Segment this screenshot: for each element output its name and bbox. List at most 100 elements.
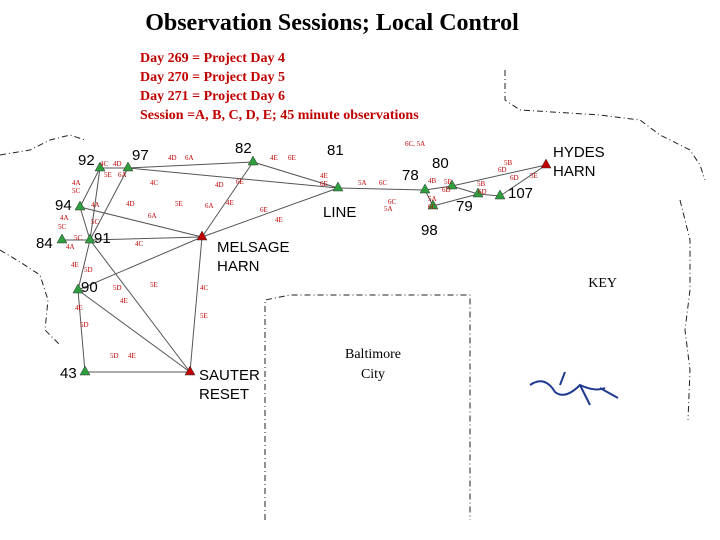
station-marker <box>184 365 196 376</box>
station-marker <box>74 200 86 211</box>
session-label: 4B <box>428 177 437 185</box>
session-label: 5B <box>504 159 513 167</box>
session-label: 4E <box>75 304 83 312</box>
session-label: 6D <box>478 188 487 196</box>
station-label: LINE <box>323 204 356 221</box>
session-label: 5A <box>358 179 367 187</box>
session-label: 4E <box>270 154 278 162</box>
survey-line <box>77 289 86 373</box>
session-label: 5E <box>150 281 158 289</box>
station-marker <box>540 158 552 169</box>
session-label: 4A <box>66 243 75 251</box>
station-label: 107 <box>508 185 533 202</box>
survey-line <box>89 236 203 241</box>
session-label: 5C <box>74 234 83 242</box>
session-label: 5B <box>477 180 486 188</box>
station-label: 79 <box>456 198 473 215</box>
station-label: HARN <box>217 258 260 275</box>
survey-line <box>77 239 91 291</box>
session-label: 5E <box>200 312 208 320</box>
station-label: 97 <box>132 147 149 164</box>
station-marker <box>72 283 84 294</box>
day-line: Day 270 = Project Day 5 <box>140 70 285 85</box>
session-label: 6E <box>288 154 296 162</box>
survey-line <box>79 167 101 208</box>
station-marker <box>84 233 96 244</box>
session-label: 5C <box>72 187 81 195</box>
border <box>504 70 706 181</box>
survey-line <box>201 161 254 238</box>
survey-line <box>201 187 339 238</box>
station-label: 82 <box>235 140 252 157</box>
session-label: 4E <box>120 297 128 305</box>
session-label: 6E <box>236 178 244 186</box>
map-borders <box>0 70 706 520</box>
station-label: 43 <box>60 365 77 382</box>
survey-line <box>252 161 339 189</box>
station-marker <box>332 181 344 192</box>
station-label: 81 <box>327 142 344 159</box>
session-label: 5A <box>384 205 393 213</box>
survey-line <box>424 185 453 191</box>
session-label: 4E <box>71 261 79 269</box>
station-marker <box>122 161 134 172</box>
station-label: 91 <box>94 230 111 247</box>
station-marker <box>94 161 106 172</box>
station-marker <box>56 233 68 244</box>
session-label: 4E <box>275 216 283 224</box>
survey-line <box>89 167 101 241</box>
session-label: 4A <box>60 214 69 222</box>
session-label: 4C <box>100 160 109 168</box>
river <box>529 371 619 406</box>
city-label: City <box>361 367 385 382</box>
survey-line <box>79 206 91 241</box>
session-label: 4E <box>320 172 328 180</box>
session-label: 4D <box>215 181 224 189</box>
survey-line <box>451 164 547 187</box>
station-label: 90 <box>81 279 98 296</box>
day-line: Day 269 = Project Day 4 <box>140 51 285 66</box>
session-label: 6E <box>260 206 268 214</box>
session-label: 6A <box>148 212 157 220</box>
station-label: 92 <box>78 152 95 169</box>
survey-line <box>89 167 129 241</box>
survey-line <box>77 236 203 291</box>
session-label: 4C <box>135 240 144 248</box>
day-line: Day 271 = Project Day 6 <box>140 89 285 104</box>
station-label: 94 <box>55 197 72 214</box>
survey-line <box>77 289 191 373</box>
session-label: 4E <box>226 199 234 207</box>
session-label: 6C, 5A <box>405 140 425 148</box>
session-label: 5D <box>110 352 119 360</box>
session-label: 5D <box>80 321 89 329</box>
station-marker <box>494 189 506 200</box>
border <box>264 294 471 520</box>
session-label: 5E <box>444 178 452 186</box>
station-label: HYDES <box>553 144 605 161</box>
session-label: 6C <box>428 203 437 211</box>
session-label: 5D <box>84 266 93 274</box>
session-label: 6E <box>320 180 328 188</box>
station-label: 98 <box>421 222 438 239</box>
session-label: 6A <box>185 154 194 162</box>
station-label: 80 <box>432 155 449 172</box>
station-label: RESET <box>199 386 249 403</box>
station-label: SAUTER <box>199 367 260 384</box>
station-marker <box>446 179 458 190</box>
session-label: 5C <box>58 223 67 231</box>
session-label: 5E <box>175 200 183 208</box>
station-label: HARN <box>553 163 596 180</box>
session-label: 5E <box>104 171 112 179</box>
survey-line <box>127 161 254 169</box>
station-label: MELSAGE <box>217 239 290 256</box>
station-marker <box>472 187 484 198</box>
session-label: 6A <box>118 171 127 179</box>
survey-line <box>432 193 479 207</box>
station-marker <box>247 155 259 166</box>
survey-line <box>189 236 203 373</box>
station-marker <box>196 230 208 241</box>
title: Observation Sessions; Local Control <box>145 10 519 36</box>
session-label: 5A <box>428 195 437 203</box>
border <box>679 199 691 421</box>
